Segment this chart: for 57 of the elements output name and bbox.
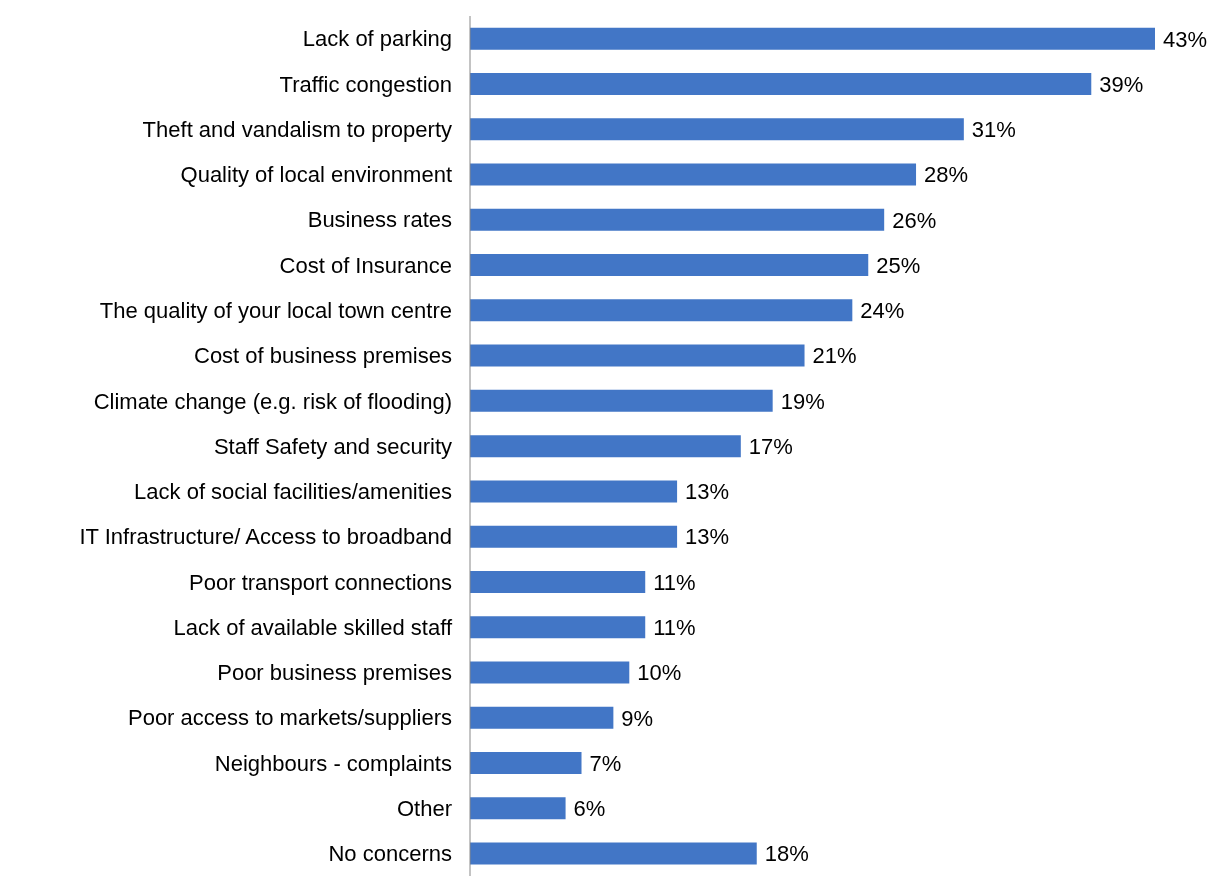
data-label: 11% [653, 615, 696, 640]
bar [470, 73, 1092, 96]
bar [470, 661, 630, 684]
bar [470, 435, 741, 458]
data-label: 28% [924, 162, 969, 188]
data-label: 9% [621, 705, 654, 731]
y-tick-label: Neighbours - complaints [214, 750, 452, 776]
data-label: 19% [780, 388, 825, 414]
bar [470, 751, 582, 774]
bar [470, 480, 678, 503]
data-label: 31% [971, 117, 1016, 143]
data-label: 11% [653, 569, 696, 595]
y-tick-label: Theft and vandalism to property [142, 116, 452, 142]
y-tick-label: Staff Safety and security [213, 433, 452, 459]
data-label: 24% [860, 298, 905, 324]
bar [470, 27, 1155, 50]
bar [470, 616, 646, 639]
y-tick-label: Poor access to markets/suppliers [127, 705, 452, 731]
y-tick-label: No concerns [328, 841, 452, 867]
y-tick-label: Cost of Insurance [279, 252, 452, 278]
bar [470, 842, 757, 865]
y-tick-label: Other [396, 795, 452, 821]
data-label: 7% [589, 750, 622, 776]
y-tick-label: Lack of social facilities/amenities [134, 479, 452, 505]
bar [470, 389, 773, 412]
bar [470, 208, 885, 231]
y-tick-label: Traffic congestion [279, 71, 452, 97]
bar [470, 254, 869, 277]
y-tick-label: Poor transport connections [189, 569, 452, 595]
data-label: 21% [812, 343, 857, 369]
data-label: 39% [1099, 71, 1144, 97]
data-label: 26% [892, 207, 937, 233]
bar [470, 525, 678, 548]
bar [470, 344, 805, 367]
data-label: 18% [764, 841, 809, 867]
bar [470, 299, 853, 322]
data-label: 13% [685, 479, 730, 505]
data-label: 13% [685, 524, 730, 550]
bar [470, 570, 646, 593]
y-tick-label: Climate change (e.g. risk of flooding) [93, 388, 452, 414]
data-label: 43% [1163, 26, 1208, 52]
bar [470, 797, 566, 820]
y-tick-label: Lack of available skilled staff [173, 614, 453, 640]
y-tick-label: IT Infrastructure/ Access to broadband [79, 524, 452, 550]
y-tick-label: Poor business premises [217, 660, 452, 686]
data-label: 25% [876, 252, 921, 278]
data-label: 10% [637, 660, 682, 686]
data-label: 6% [573, 796, 606, 822]
bar [470, 706, 614, 729]
y-tick-label: Quality of local environment [180, 162, 452, 188]
bar [470, 118, 964, 141]
data-label: 17% [748, 433, 793, 459]
y-tick-label: Business rates [307, 207, 452, 233]
bar [470, 163, 917, 186]
y-tick-label: The quality of your local town centre [99, 298, 452, 324]
y-tick-label: Lack of parking [302, 26, 452, 52]
y-tick-label: Cost of business premises [194, 343, 452, 369]
